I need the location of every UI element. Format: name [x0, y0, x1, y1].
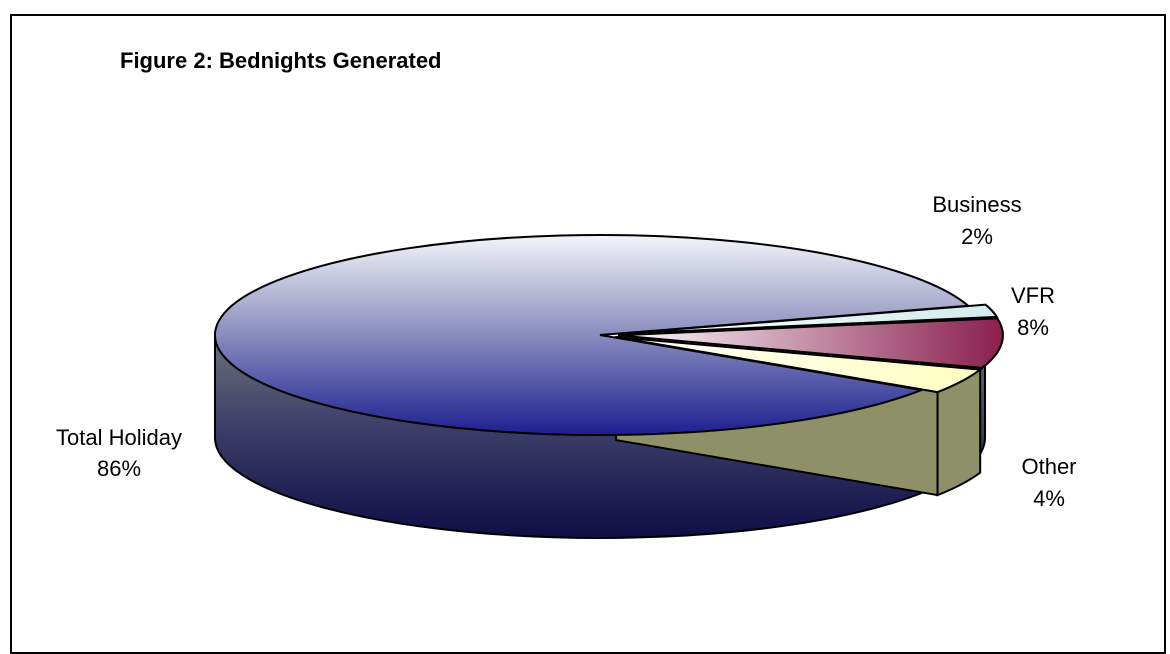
pie-label-vfr: VFR 8%: [1011, 283, 1055, 340]
pie-label-vfr-name: VFR: [1011, 283, 1055, 308]
pie-slice-business: [617, 303, 999, 335]
pie-label-business-name: Business: [932, 192, 1021, 217]
pie-label-business-value: 2%: [961, 224, 993, 249]
pie-tops: [214, 234, 1004, 436]
pie-label-vfr-value: 8%: [1017, 315, 1049, 340]
pie-slice-vfr: [617, 317, 1004, 369]
pie-label-total-holiday-value: 86%: [97, 456, 141, 481]
pie-label-other-name: Other: [1021, 454, 1076, 479]
pie-slice-total-holiday: [214, 234, 971, 436]
pie-label-other-value: 4%: [1033, 486, 1065, 511]
pie-label-total-holiday-name: Total Holiday: [56, 425, 182, 450]
chart-title: Figure 2: Bednights Generated: [120, 48, 442, 73]
pie-label-total-holiday: Total Holiday 86%: [56, 425, 182, 481]
pie-label-business: Business 2%: [932, 192, 1021, 249]
pie-label-other: Other 4%: [1021, 454, 1076, 511]
pie-slice-other: [615, 336, 983, 394]
